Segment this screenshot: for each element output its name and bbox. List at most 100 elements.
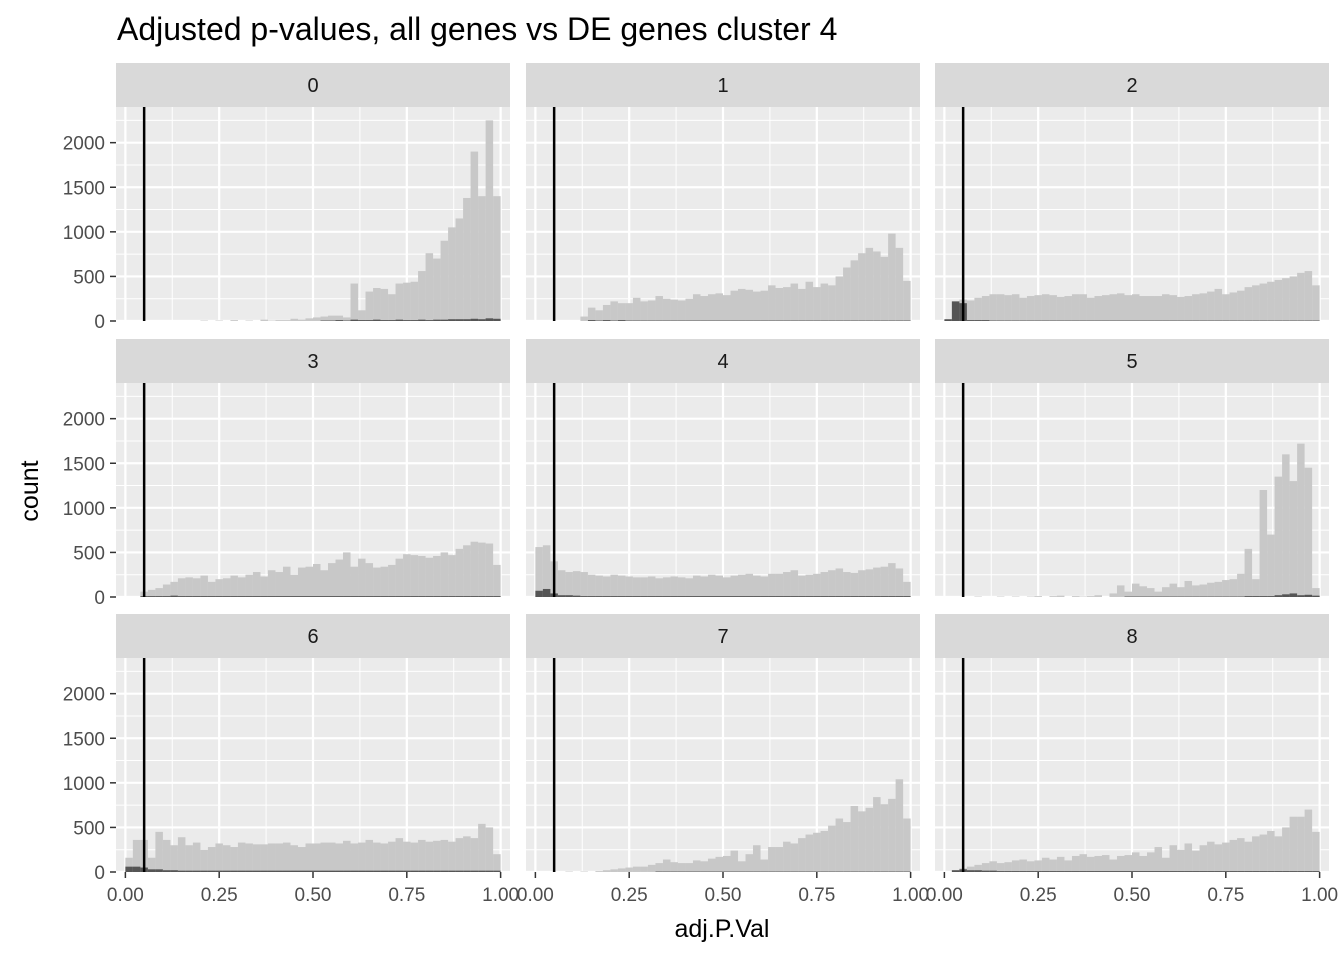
bar-all-genes xyxy=(290,319,298,321)
bar-all-genes xyxy=(1200,585,1208,597)
bar-de-genes xyxy=(974,320,982,321)
bar-all-genes xyxy=(193,843,201,872)
bar-de-genes xyxy=(655,596,663,597)
bar-all-genes xyxy=(1042,858,1050,872)
bar-all-genes xyxy=(1170,584,1178,597)
bar-all-genes xyxy=(433,259,441,321)
bar-de-genes xyxy=(768,596,776,597)
bar-all-genes xyxy=(1117,585,1125,597)
bar-all-genes xyxy=(185,845,193,872)
bar-all-genes xyxy=(396,838,404,872)
bar-de-genes xyxy=(1072,871,1080,872)
bar-all-genes xyxy=(358,559,366,597)
bar-de-genes xyxy=(486,871,494,872)
bar-all-genes xyxy=(170,582,178,597)
bar-all-genes xyxy=(441,840,449,872)
bar-all-genes xyxy=(1147,588,1155,597)
bar-de-genes xyxy=(463,871,471,872)
bar-all-genes xyxy=(1132,584,1140,597)
bar-de-genes xyxy=(418,320,426,321)
bar-de-genes xyxy=(155,869,163,872)
bar-all-genes xyxy=(403,842,411,872)
bar-de-genes xyxy=(478,596,486,597)
bar-all-genes xyxy=(178,578,186,597)
bar-de-genes xyxy=(1312,596,1320,597)
facet-strip-label: 5 xyxy=(1126,351,1137,373)
bar-de-genes xyxy=(1245,871,1253,872)
bar-de-genes xyxy=(603,596,611,597)
bar-de-genes xyxy=(1094,871,1102,872)
bar-de-genes xyxy=(798,596,806,597)
bar-de-genes xyxy=(1305,595,1313,597)
bar-de-genes xyxy=(193,596,201,597)
bar-de-genes xyxy=(275,596,283,597)
bar-de-genes xyxy=(715,596,723,597)
bar-all-genes xyxy=(328,316,336,321)
x-tick-label: 0.25 xyxy=(611,885,648,906)
bar-all-genes xyxy=(1245,842,1253,872)
bar-all-genes xyxy=(1177,297,1185,321)
bar-de-genes xyxy=(238,871,246,872)
bar-all-genes xyxy=(791,284,799,321)
bar-de-genes xyxy=(486,318,494,321)
bar-all-genes xyxy=(881,804,889,872)
bar-all-genes xyxy=(685,299,693,321)
bar-all-genes xyxy=(1215,582,1223,597)
bar-de-genes xyxy=(253,871,261,872)
bar-de-genes xyxy=(351,871,359,872)
bar-all-genes xyxy=(411,282,419,321)
bar-de-genes xyxy=(618,320,626,321)
bar-all-genes xyxy=(441,552,449,597)
bar-all-genes xyxy=(381,567,389,597)
bar-de-genes xyxy=(238,596,246,597)
bar-all-genes xyxy=(238,843,246,872)
bar-all-genes xyxy=(1290,817,1298,872)
bar-all-genes xyxy=(170,845,178,872)
bar-all-genes xyxy=(230,576,238,597)
bar-all-genes xyxy=(1170,845,1178,872)
bar-all-genes xyxy=(1282,454,1290,597)
bar-de-genes xyxy=(1312,871,1320,872)
bar-all-genes xyxy=(896,779,904,872)
bar-de-genes xyxy=(260,871,268,872)
bar-de-genes xyxy=(456,596,464,597)
bar-all-genes xyxy=(268,570,276,597)
bar-all-genes xyxy=(1230,840,1238,872)
bar-all-genes xyxy=(1192,585,1200,597)
bar-all-genes xyxy=(776,288,784,321)
bar-de-genes xyxy=(1200,871,1208,872)
bar-all-genes xyxy=(580,572,588,597)
bar-de-genes xyxy=(1064,871,1072,872)
bar-de-genes xyxy=(275,871,283,872)
bar-all-genes xyxy=(343,841,351,872)
facet-strip-label: 4 xyxy=(717,351,728,373)
bar-de-genes xyxy=(982,320,990,321)
y-tick-label: 0 xyxy=(94,863,105,884)
bar-all-genes xyxy=(328,843,336,872)
bar-all-genes xyxy=(967,300,975,321)
bar-de-genes xyxy=(595,596,603,597)
bar-de-genes xyxy=(441,871,449,872)
bar-de-genes xyxy=(1230,871,1238,872)
bar-de-genes xyxy=(640,596,648,597)
y-tick-label: 0 xyxy=(94,588,105,609)
bar-de-genes xyxy=(997,871,1005,872)
bar-all-genes xyxy=(1185,296,1193,321)
bar-all-genes xyxy=(1192,851,1200,872)
bar-all-genes xyxy=(381,289,389,321)
bar-all-genes xyxy=(1147,852,1155,872)
bar-all-genes xyxy=(836,819,844,873)
bar-all-genes xyxy=(843,572,851,597)
bar-de-genes xyxy=(821,596,829,597)
bar-all-genes xyxy=(738,575,746,597)
bar-all-genes xyxy=(1207,842,1215,872)
bar-all-genes xyxy=(1140,296,1148,321)
bar-all-genes xyxy=(776,574,784,597)
bar-all-genes xyxy=(478,543,486,597)
bar-all-genes xyxy=(1087,857,1095,872)
